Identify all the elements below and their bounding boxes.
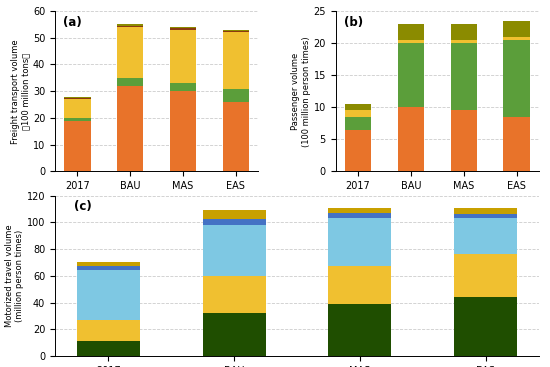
Bar bbox=[117, 26, 144, 27]
Bar bbox=[223, 102, 249, 171]
Bar bbox=[345, 117, 371, 130]
Bar bbox=[64, 121, 91, 171]
Bar bbox=[454, 254, 517, 297]
Bar bbox=[328, 208, 391, 213]
Bar bbox=[77, 262, 140, 266]
Bar bbox=[223, 88, 249, 102]
Bar bbox=[450, 40, 477, 43]
Bar bbox=[203, 210, 266, 219]
Bar bbox=[117, 27, 144, 78]
Bar bbox=[77, 266, 140, 270]
Bar bbox=[398, 40, 424, 43]
Bar bbox=[503, 21, 530, 37]
Bar bbox=[223, 30, 249, 31]
Bar bbox=[203, 219, 266, 225]
Bar bbox=[223, 32, 249, 88]
Bar bbox=[77, 320, 140, 341]
Y-axis label: Freight transport volume
（100 million tons）: Freight transport volume （100 million to… bbox=[10, 39, 30, 143]
Bar bbox=[170, 27, 196, 28]
Bar bbox=[170, 83, 196, 91]
Bar bbox=[345, 110, 371, 117]
Legend: highway, railway, waterway, aviation: highway, railway, waterway, aviation bbox=[356, 197, 518, 203]
Bar bbox=[450, 43, 477, 110]
Bar bbox=[454, 214, 517, 218]
Bar bbox=[170, 28, 196, 30]
Bar bbox=[117, 86, 144, 171]
Bar bbox=[450, 24, 477, 40]
Bar bbox=[503, 40, 530, 117]
Text: (a): (a) bbox=[63, 16, 82, 29]
Bar bbox=[170, 30, 196, 83]
Bar bbox=[117, 24, 144, 26]
Bar bbox=[450, 110, 477, 171]
Bar bbox=[203, 276, 266, 313]
Bar bbox=[503, 117, 530, 171]
Text: (b): (b) bbox=[344, 16, 363, 29]
Bar bbox=[170, 91, 196, 171]
Bar bbox=[454, 218, 517, 254]
Bar bbox=[454, 208, 517, 214]
Bar bbox=[64, 99, 91, 118]
Y-axis label: Motorized travel volume
(million person times): Motorized travel volume (million person … bbox=[4, 225, 24, 327]
Bar bbox=[64, 97, 91, 98]
Bar bbox=[328, 266, 391, 304]
Bar bbox=[398, 107, 424, 171]
Bar bbox=[398, 43, 424, 107]
Text: (c): (c) bbox=[74, 200, 92, 213]
Legend: highway, railway, waterway, pipeline, aviation: highway, railway, waterway, pipeline, av… bbox=[56, 197, 257, 203]
Bar bbox=[77, 270, 140, 320]
Bar bbox=[345, 104, 371, 110]
Bar bbox=[328, 304, 391, 356]
Bar bbox=[203, 313, 266, 356]
Bar bbox=[503, 37, 530, 40]
Bar bbox=[64, 98, 91, 99]
Bar bbox=[328, 213, 391, 218]
Bar bbox=[203, 225, 266, 276]
Y-axis label: Passenger volume
(100 million person times): Passenger volume (100 million person tim… bbox=[292, 36, 311, 146]
Bar bbox=[223, 31, 249, 32]
Bar bbox=[454, 297, 517, 356]
Bar bbox=[328, 218, 391, 266]
Bar bbox=[398, 24, 424, 40]
Bar bbox=[64, 118, 91, 121]
Bar bbox=[117, 78, 144, 86]
Bar bbox=[77, 341, 140, 356]
Bar bbox=[345, 130, 371, 171]
